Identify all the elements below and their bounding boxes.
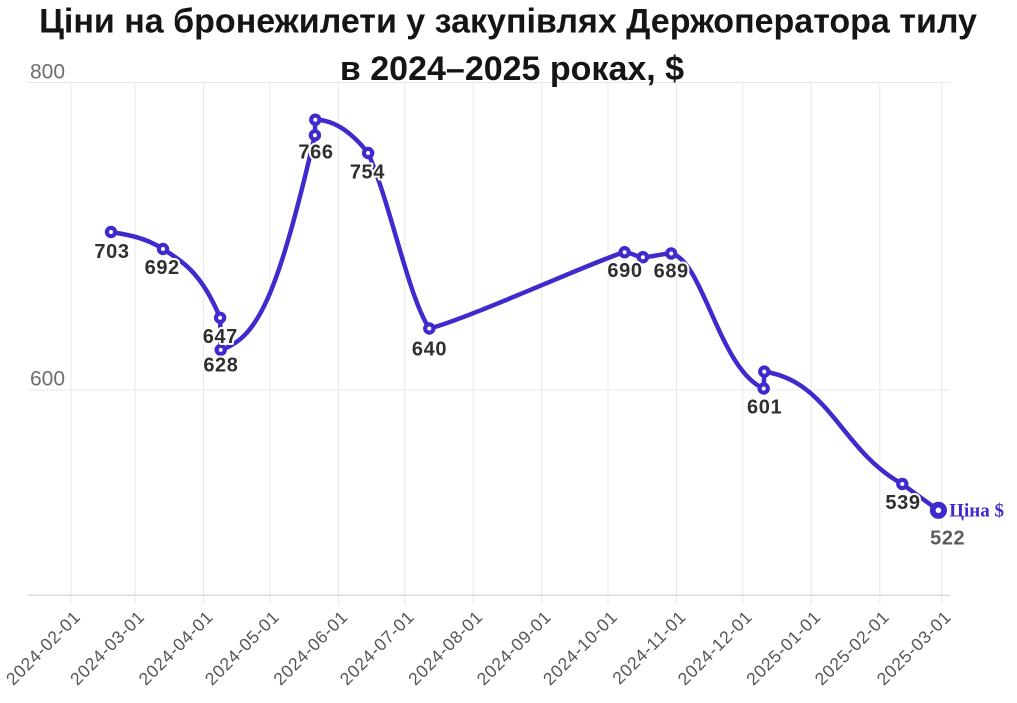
- svg-text:800: 800: [30, 61, 65, 84]
- svg-text:640: 640: [412, 339, 447, 361]
- svg-text:692: 692: [145, 257, 180, 279]
- svg-text:647: 647: [203, 326, 238, 348]
- svg-text:690: 690: [607, 260, 642, 282]
- svg-text:689: 689: [654, 261, 689, 283]
- svg-text:Ціни на бронежилети у закупівл: Ціни на бронежилети у закупівлях Держопе…: [39, 3, 977, 41]
- svg-text:601: 601: [747, 397, 782, 419]
- svg-text:754: 754: [350, 161, 385, 183]
- svg-text:600: 600: [30, 368, 65, 391]
- svg-text:766: 766: [298, 142, 333, 164]
- svg-text:Ціна $: Ціна $: [949, 500, 1004, 521]
- svg-text:522: 522: [930, 528, 965, 550]
- svg-text:628: 628: [203, 355, 238, 377]
- svg-text:в 2024–2025 роках, $: в 2024–2025 роках, $: [340, 50, 684, 88]
- svg-text:703: 703: [94, 241, 129, 263]
- svg-text:539: 539: [885, 492, 920, 514]
